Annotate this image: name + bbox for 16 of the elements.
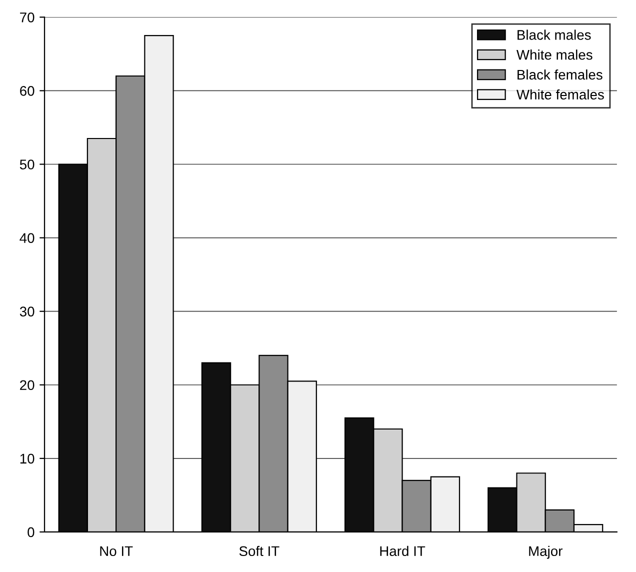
x-tick-label: Soft IT [239,546,280,556]
x-tick-label: Major [529,546,563,559]
y-tick-label: 30 [20,306,34,316]
y-tick-label: 0 [28,527,34,538]
y-tick-label: 40 [20,233,34,243]
y-tick-label: 10 [20,454,34,464]
y-tick-label: 70 [20,12,34,22]
x-tick-label: Hard IT [380,546,426,556]
y-tick-label: 20 [20,380,34,390]
x-tick-label: No IT [100,546,133,556]
y-tick-label: 50 [20,160,34,170]
legend-label: Black males [518,30,591,40]
legend-label: White females [516,89,604,100]
legend-label: White males [516,50,592,60]
y-tick-label: 60 [20,86,34,96]
legend-label: Black females [518,69,602,80]
